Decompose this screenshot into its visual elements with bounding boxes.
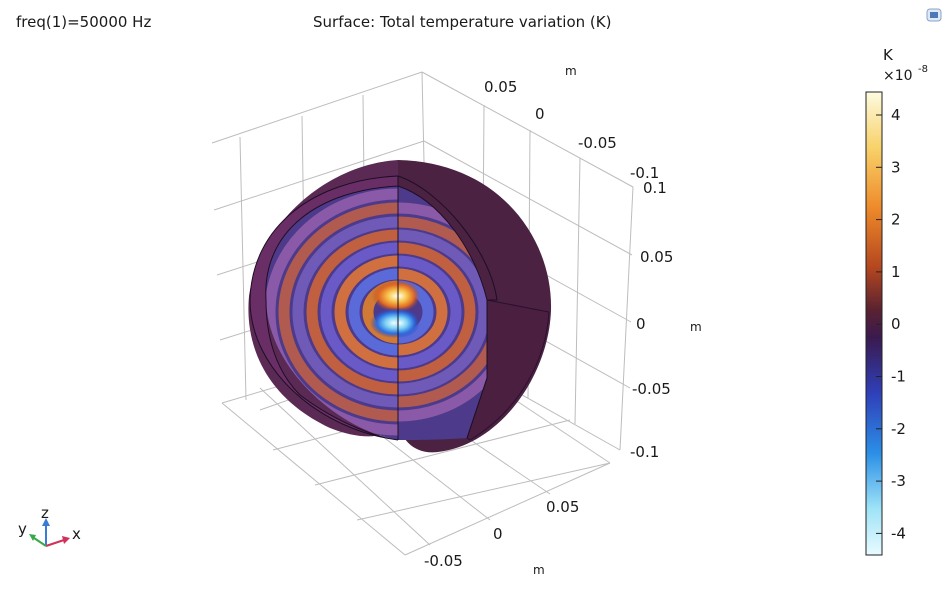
tick-label: 0.05: [484, 78, 517, 96]
colorbar-tick-label: -3: [891, 472, 906, 490]
triad-x-label: x: [72, 525, 81, 543]
tick-label: 0.1: [643, 179, 667, 197]
colorbar-tick-label: -1: [891, 368, 906, 386]
right-axis-unit: m: [690, 320, 702, 334]
tick-label: 0.05: [640, 248, 673, 266]
top-axis-unit: m: [565, 64, 577, 78]
colorbar-exponent: ×10: [883, 68, 913, 84]
colorbar-tick-label: 4: [891, 106, 901, 124]
colorbar: K ×10 -8 4 3 2 1 0 -1 -2 -3 -4: [865, 46, 928, 556]
axis-triad: z x y: [18, 504, 81, 547]
colorbar-tick-label: 2: [891, 211, 901, 229]
tick-label: -0.05: [578, 134, 617, 152]
cut-face-right: [398, 186, 487, 440]
top-axis-ticks: 0.05 0 -0.05 -0.1: [484, 78, 659, 182]
tick-label: -0.05: [632, 380, 671, 398]
colorbar-tick-label: 3: [891, 158, 901, 176]
triad-y-label: y: [18, 520, 27, 538]
plot-title: Surface: Total temperature variation (K): [313, 13, 612, 31]
colorbar-tick-label: 0: [891, 315, 901, 333]
colorbar-tick-label: 1: [891, 263, 901, 281]
triad-z-label: z: [41, 504, 49, 522]
tick-label: -0.05: [424, 552, 463, 570]
tick-label: 0: [535, 105, 545, 123]
frequency-label: freq(1)=50000 Hz: [16, 13, 152, 31]
tick-label: 0: [636, 315, 646, 333]
tick-label: -0.1: [630, 443, 659, 461]
graphics-toolbar-icon[interactable]: [926, 7, 942, 23]
colorbar-unit: K: [883, 46, 894, 64]
right-axis-ticks: 0.1 0.05 0 -0.05 -0.1: [630, 179, 673, 461]
bottom-axis-ticks: 0.05 0 -0.05: [424, 498, 579, 570]
tick-label: 0: [493, 525, 503, 543]
tick-label: 0.05: [546, 498, 579, 516]
bottom-axis-unit: m: [533, 563, 545, 577]
tick-label: -0.1: [630, 164, 659, 182]
colorbar-tick-label: -4: [891, 524, 906, 542]
colorbar-exponent-power: -8: [918, 64, 928, 75]
colorbar-gradient: [865, 91, 883, 556]
colorbar-tick-label: -2: [891, 420, 906, 438]
